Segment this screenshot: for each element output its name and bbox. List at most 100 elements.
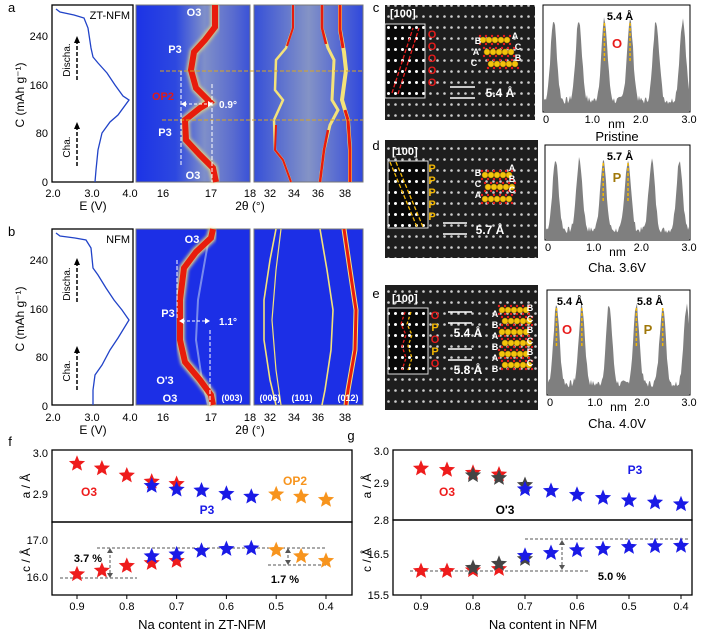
- panel-label: e: [372, 286, 379, 301]
- phase-label-o3prime: O'3: [156, 375, 173, 387]
- spacing-label: 5.8 Å: [454, 362, 483, 377]
- stacking-type-label: P: [428, 211, 435, 223]
- panel-caption: Pristine: [595, 129, 638, 144]
- data-point-star: [542, 544, 560, 560]
- data-point-star: [412, 562, 430, 578]
- zone-axis-label: [100]: [392, 293, 418, 305]
- xrd-tick-label: 36: [312, 412, 324, 424]
- profile-tick-label: 0: [545, 242, 551, 254]
- x-tick-label: 0.7: [169, 601, 184, 613]
- y-tick-label: 3.0: [33, 448, 48, 460]
- stacking-type-label: P: [428, 199, 435, 211]
- profile-tick-label: 2.0: [633, 114, 648, 126]
- stacking-letter: B: [492, 364, 499, 374]
- stacking-type-label: O: [428, 41, 437, 53]
- shift-label: 0.9°: [219, 100, 237, 111]
- y-tick-label: 2.9: [374, 478, 389, 490]
- data-point-star: [317, 552, 335, 568]
- stacking-type-label: O: [431, 334, 440, 346]
- y-tick-label: 160: [30, 80, 48, 92]
- reflection-label: (003): [221, 393, 242, 403]
- panel-caption: Cha. 3.6V: [588, 260, 646, 275]
- x-tick-label: 0.5: [269, 601, 284, 613]
- reflection-label: (101): [291, 393, 312, 403]
- data-point-star: [594, 540, 612, 556]
- stacking-letter: B: [515, 53, 522, 63]
- shift-arrow: [181, 101, 213, 107]
- x-tick-label: 0.7: [517, 601, 532, 613]
- stacking-letter: B: [475, 168, 482, 178]
- xrd-tick-label: 18: [244, 188, 256, 200]
- panel-label: b: [8, 224, 15, 239]
- sample-label: NFM: [106, 234, 130, 246]
- phase-label-o3: O3: [187, 7, 202, 19]
- data-point-star: [93, 562, 110, 578]
- y-axis-label: C (mAh g⁻¹): [13, 286, 27, 351]
- data-point-star: [218, 540, 235, 556]
- x-tick-label: 0.8: [119, 601, 134, 613]
- atomic-model: [480, 169, 517, 205]
- stacking-type-label: O: [431, 310, 440, 322]
- xrd-tick-label: 34: [288, 412, 300, 424]
- scatter-points-f: [68, 455, 335, 582]
- phase-label-o3: O3: [439, 485, 455, 499]
- data-point-star: [268, 541, 285, 557]
- profile-mark: P: [613, 170, 622, 185]
- stacking-letter: A: [473, 47, 480, 57]
- data-point-star: [568, 486, 586, 502]
- discharge-arrow: [74, 36, 80, 80]
- charge-label: Cha.: [62, 136, 73, 157]
- x-tick-label: 0.4: [673, 601, 688, 613]
- profile-tick-label: 0: [547, 397, 553, 409]
- data-point-star: [542, 482, 560, 498]
- panel-f: [51, 449, 353, 596]
- panel-c: [384, 4, 691, 120]
- data-point-star: [438, 562, 456, 578]
- data-point-star: [68, 565, 86, 582]
- x-axis-label: Na content in NFM: [489, 617, 597, 632]
- xrd-tick-label: 16: [157, 188, 169, 200]
- profile-tick-label: 3.0: [681, 242, 696, 254]
- y-tick-label: 17.0: [27, 535, 48, 547]
- y-tick-label: 80: [36, 352, 48, 364]
- data-point-star: [568, 541, 586, 558]
- phase-label-o3: O3: [163, 393, 178, 405]
- intensity-profile: [546, 157, 689, 240]
- data-point-star: [193, 542, 210, 558]
- data-point-star: [143, 477, 160, 493]
- data-point-star: [516, 480, 534, 497]
- stacking-letter: A: [509, 163, 516, 173]
- x-tick-label: 0.6: [219, 601, 234, 613]
- profile-tick-label: 2.0: [634, 242, 649, 254]
- atomic-model: [497, 304, 534, 371]
- data-point-star: [268, 485, 285, 502]
- y-tick-label: 160: [30, 304, 48, 316]
- data-point-star: [118, 467, 135, 483]
- discharge-arrow: [74, 258, 80, 302]
- x-tick-label: 0.9: [69, 601, 84, 613]
- xrd-tick-label: 34: [288, 188, 300, 200]
- data-point-star: [93, 460, 110, 476]
- x-axis-label: E (V): [79, 423, 106, 437]
- xrd-tick-label: 17: [205, 412, 217, 424]
- stacking-type-label: P: [428, 175, 435, 187]
- y-tick-label: 3.0: [374, 446, 389, 458]
- discharge-label: Discha.: [62, 267, 73, 300]
- stacking-letter: B: [527, 347, 534, 357]
- strain-annotation: 5.0 %: [598, 571, 626, 583]
- phase-label-o3: O3: [185, 234, 200, 246]
- panel-label: a: [8, 0, 16, 15]
- inset-image: [384, 23, 426, 99]
- data-point-star: [464, 466, 482, 483]
- stacking-letter: B: [509, 174, 516, 184]
- y-axis-label: a / Å: [18, 474, 33, 499]
- y-tick-label: 16.0: [27, 572, 48, 584]
- stacking-letter: C: [475, 179, 482, 189]
- stacking-letter: C: [527, 358, 534, 368]
- data-point-star: [168, 545, 185, 562]
- data-point-star: [490, 469, 508, 485]
- phase-label-p3: P3: [161, 308, 174, 320]
- panel-label: d: [372, 138, 379, 153]
- phase-label-p3: P3: [628, 463, 643, 477]
